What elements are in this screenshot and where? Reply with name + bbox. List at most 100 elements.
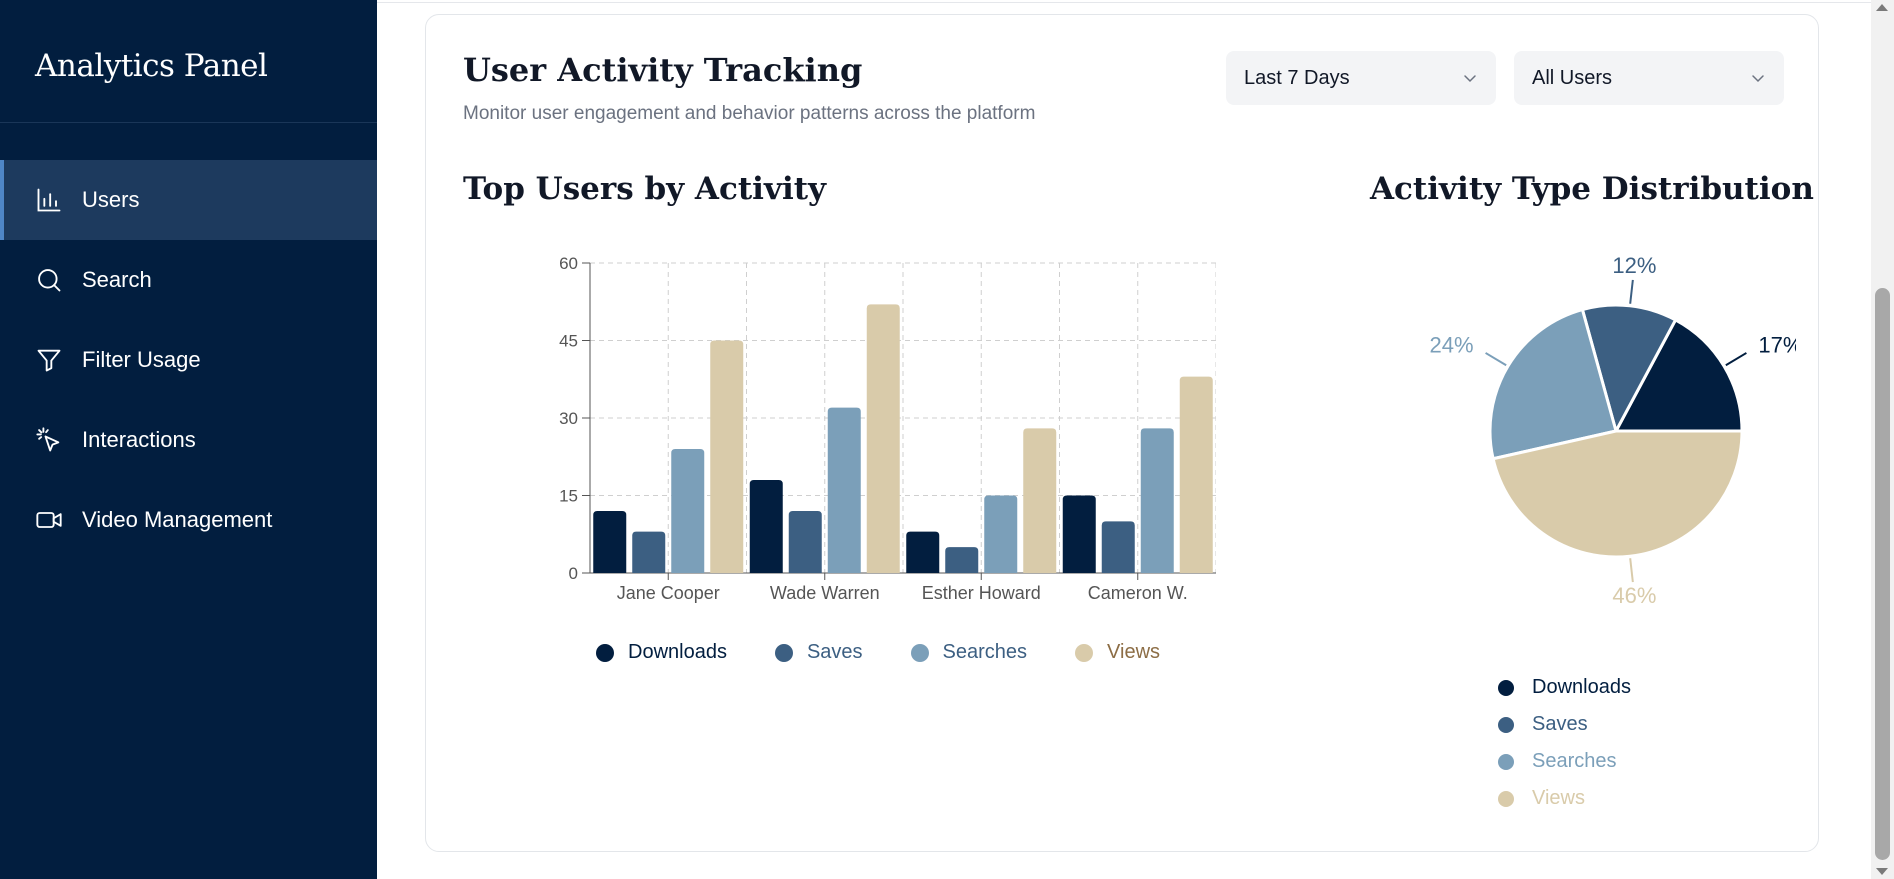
legend-swatch <box>1498 716 1514 733</box>
bar-views-cameron-w-[interactable] <box>1179 376 1213 573</box>
sidebar-nav: Users Search Filter Usage Interactions <box>0 160 377 560</box>
pie-slice-searches[interactable] <box>1488 307 1618 461</box>
bar-saves-esther-howard[interactable] <box>945 547 979 573</box>
legend-label: Views <box>1107 641 1161 663</box>
sidebar: Analytics Panel Users Search Filter Usag… <box>0 0 377 879</box>
bar-searches-esther-howard[interactable] <box>984 495 1018 574</box>
scroll-down-arrow[interactable] <box>1876 868 1888 875</box>
bar-chart: 0 15 30 45 60 Jane Cooper Wade Warren Esther Ho… <box>559 254 1216 603</box>
pie-leader-line <box>1725 352 1747 367</box>
date-range-value: Last 7 Days <box>1244 66 1350 89</box>
bar-searches-wade-warren[interactable] <box>827 407 861 573</box>
pie-legend-item-saves[interactable]: Saves <box>1498 706 1631 743</box>
bar-saves-cameron-w-[interactable] <box>1101 521 1135 573</box>
bar-chart-legend: Downloads Saves Searches Views <box>596 641 1160 664</box>
legend-item-views[interactable]: Views <box>1075 641 1160 664</box>
chevron-down-icon <box>1752 75 1764 83</box>
pointer-click-icon <box>35 426 63 454</box>
legend-item-saves[interactable]: Saves <box>774 641 863 664</box>
chevron-down-icon <box>1464 75 1476 83</box>
sidebar-item-interactions[interactable]: Interactions <box>0 400 377 480</box>
main-content: User Activity Tracking Monitor user enga… <box>377 0 1871 879</box>
sidebar-item-search[interactable]: Search <box>0 240 377 320</box>
x-tick-label: Jane Cooper <box>617 583 720 603</box>
pie-leader-line <box>1485 352 1507 367</box>
pie-leader-line <box>1629 279 1634 304</box>
pie-value-label: 12% <box>1612 253 1656 278</box>
user-filter-select[interactable]: All Users <box>1514 51 1784 105</box>
user-filter-value: All Users <box>1532 66 1613 89</box>
sidebar-item-video-management[interactable]: Video Management <box>0 480 377 560</box>
activity-card: User Activity Tracking Monitor user enga… <box>425 14 1819 852</box>
sidebar-item-filter-usage[interactable]: Filter Usage <box>0 320 377 400</box>
legend-swatch <box>596 643 614 662</box>
date-range-select[interactable]: Last 7 Days <box>1226 51 1496 105</box>
bar-views-wade-warren[interactable] <box>866 304 900 573</box>
pie-legend-item-searches[interactable]: Searches <box>1498 743 1631 780</box>
pie-legend-item-downloads[interactable]: Downloads <box>1498 669 1631 706</box>
legend-swatch <box>1498 679 1514 696</box>
video-icon <box>35 506 63 534</box>
sidebar-item-label: Users <box>82 187 140 212</box>
top-divider <box>377 0 1871 3</box>
filter-icon <box>35 346 63 374</box>
scroll-thumb[interactable] <box>1875 288 1890 860</box>
legend-label: Downloads <box>1532 676 1631 698</box>
pie-value-label: 17% <box>1758 333 1796 358</box>
x-tick-label: Wade Warren <box>770 583 880 603</box>
legend-swatch <box>1075 643 1094 662</box>
bar-downloads-jane-cooper[interactable] <box>593 511 627 573</box>
legend-label: Downloads <box>628 641 727 663</box>
search-icon <box>35 266 63 294</box>
pie-legend-item-views[interactable]: Views <box>1498 780 1631 817</box>
sidebar-item-label: Video Management <box>82 507 273 532</box>
pie-slice-saves[interactable] <box>1580 303 1678 436</box>
brand-title: Analytics Panel <box>0 0 377 123</box>
sidebar-item-label: Interactions <box>82 427 196 452</box>
bar-views-esther-howard[interactable] <box>1023 428 1057 573</box>
bar-saves-wade-warren[interactable] <box>788 511 822 573</box>
pie-chart-legend: Downloads Saves Searches Views <box>1498 669 1631 817</box>
x-tick-label: Esther Howard <box>922 583 1041 603</box>
pie-leader-line <box>1629 558 1634 583</box>
bar-downloads-wade-warren[interactable] <box>749 480 783 573</box>
page-subtitle: Monitor user engagement and behavior pat… <box>463 103 1036 124</box>
page-title: User Activity Tracking <box>463 51 863 89</box>
legend-swatch <box>774 643 793 662</box>
sidebar-item-label: Search <box>82 267 152 292</box>
bar-searches-jane-cooper[interactable] <box>671 449 705 573</box>
bar-downloads-cameron-w-[interactable] <box>1062 495 1096 574</box>
legend-label: Saves <box>806 641 863 663</box>
legend-item-searches[interactable]: Searches <box>910 641 1028 664</box>
pie-value-label: 24% <box>1430 333 1474 358</box>
y-tick-label: 60 <box>559 254 578 273</box>
y-tick-label: 45 <box>559 332 578 351</box>
x-tick-label: Cameron W. <box>1088 583 1188 603</box>
vertical-scrollbar[interactable] <box>1871 0 1894 879</box>
bar-downloads-esther-howard[interactable] <box>906 531 940 573</box>
legend-swatch <box>910 643 929 662</box>
bar-views-jane-cooper[interactable] <box>710 340 744 574</box>
legend-label: Saves <box>1532 713 1588 735</box>
legend-swatch <box>1498 790 1514 807</box>
pie-slice-views[interactable] <box>1491 429 1744 559</box>
bar-saves-jane-cooper[interactable] <box>632 531 666 573</box>
bar-chart-icon <box>35 186 63 214</box>
legend-label: Views <box>1532 787 1585 809</box>
y-tick-label: 0 <box>569 564 578 583</box>
y-tick-label: 30 <box>559 409 578 428</box>
scroll-up-arrow[interactable] <box>1876 4 1888 11</box>
pie-chart: 17% 12% 24% 46% <box>1430 253 1796 608</box>
pie-chart-title: Activity Type Distribution <box>1370 171 1814 207</box>
bar-chart-title: Top Users by Activity <box>463 171 827 207</box>
legend-label: Searches <box>1532 750 1617 772</box>
bar-searches-cameron-w-[interactable] <box>1140 428 1174 573</box>
legend-label: Searches <box>942 641 1028 663</box>
sidebar-item-label: Filter Usage <box>82 347 201 372</box>
legend-swatch <box>1498 753 1514 770</box>
sidebar-item-users[interactable]: Users <box>0 160 377 240</box>
legend-item-downloads[interactable]: Downloads <box>596 641 727 664</box>
pie-value-label: 46% <box>1612 583 1656 608</box>
pie-slice-downloads[interactable] <box>1613 317 1744 433</box>
